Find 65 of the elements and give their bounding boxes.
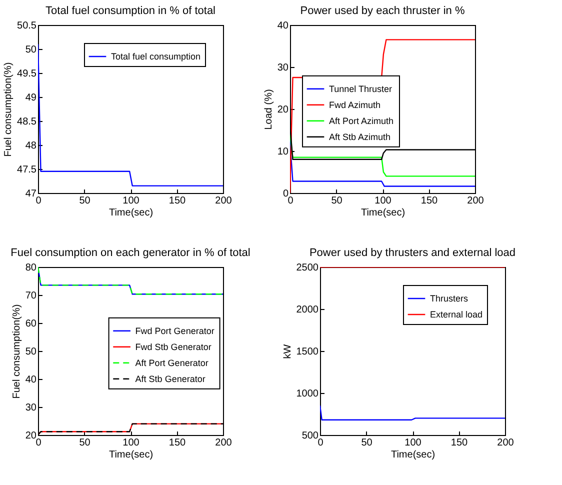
legend-label: Aft Stb Azimuth [329, 132, 391, 142]
x-tick-label: 100 [404, 438, 422, 448]
y-axis-title: Fuel consumption(%) [11, 304, 22, 399]
legend-label: Thrusters [430, 294, 469, 304]
x-axis-title: Time(sec) [390, 450, 436, 460]
chart-title: Power used by thrusters and external load [309, 247, 516, 259]
legend-label: Fwd Azimuth [329, 100, 381, 110]
y-tick-label: 10 [277, 146, 289, 158]
chart-title: Power used by each thruster in % [300, 5, 465, 17]
y-axis-title: Load (%) [263, 89, 274, 130]
y-tick-label: 49.5 [17, 68, 37, 80]
chart-title: Total fuel consumption in % of total [46, 5, 216, 17]
x-tick-label: 200 [497, 438, 514, 448]
x-tick-label: 50 [79, 438, 91, 448]
y-tick-label: 47.5 [17, 164, 37, 176]
y-tick-label: 2500 [296, 262, 319, 274]
y-tick-label: 30 [277, 62, 289, 74]
legend-label: Tunnel Thruster [329, 84, 392, 94]
x-tick-label: 100 [122, 438, 140, 448]
legend-label: Aft Stb Generator [135, 374, 206, 384]
legend-label: External load [430, 310, 483, 320]
legend-label: Fwd Port Generator [135, 326, 214, 336]
x-tick-label: 200 [467, 196, 484, 206]
y-tick-label: 1000 [296, 388, 319, 400]
chart-title: Fuel consumption on each generator in % of total [10, 247, 250, 259]
y-tick-label: 40 [25, 374, 37, 386]
y-tick-label: 2000 [296, 304, 319, 316]
x-axis-title: Time(sec) [108, 208, 154, 218]
y-tick-label: 20 [25, 430, 37, 442]
y-tick-label: 80 [25, 262, 37, 274]
y-tick-label: 50 [25, 44, 37, 56]
y-tick-label: 60 [25, 318, 37, 330]
x-tick-label: 150 [168, 438, 186, 448]
y-tick-label: 30 [25, 402, 37, 414]
y-tick-label: 500 [302, 430, 319, 442]
x-tick-label: 100 [374, 196, 392, 206]
y-tick-label: 0 [282, 188, 289, 200]
x-tick-label: 200 [215, 438, 232, 448]
x-axis-title: Time(sec) [108, 450, 154, 460]
legend-label: Fwd Stb Generator [135, 342, 212, 352]
y-axis-title: kW [282, 344, 294, 359]
x-tick-label: 50 [331, 196, 343, 206]
y-tick-label: 70 [25, 290, 37, 302]
y-tick-label: 40 [277, 20, 289, 32]
y-axis-title: Fuel consumption(%) [3, 62, 14, 157]
x-tick-label: 50 [79, 196, 91, 206]
x-tick-label: 50 [361, 438, 373, 448]
line-series [290, 134, 475, 177]
x-axis-title: Time(sec) [360, 208, 406, 218]
y-tick-label: 50.5 [17, 20, 37, 32]
y-tick-label: 48.5 [17, 116, 37, 128]
x-tick-label: 100 [122, 196, 140, 206]
legend-label: Aft Port Generator [135, 358, 208, 368]
x-tick-label: 150 [450, 438, 468, 448]
x-tick-label: 200 [215, 196, 232, 206]
x-tick-label: 150 [168, 196, 186, 206]
legend-label: Total fuel consumption [111, 52, 201, 62]
x-tick-label: 150 [420, 196, 438, 206]
y-tick-label: 47 [25, 188, 37, 200]
legend-label: Aft Port Azimuth [329, 116, 394, 126]
y-tick-label: 1500 [296, 346, 319, 358]
y-tick-label: 49 [25, 92, 37, 104]
y-tick-label: 48 [25, 140, 37, 152]
y-tick-label: 50 [25, 346, 37, 358]
y-tick-label: 20 [277, 104, 289, 116]
